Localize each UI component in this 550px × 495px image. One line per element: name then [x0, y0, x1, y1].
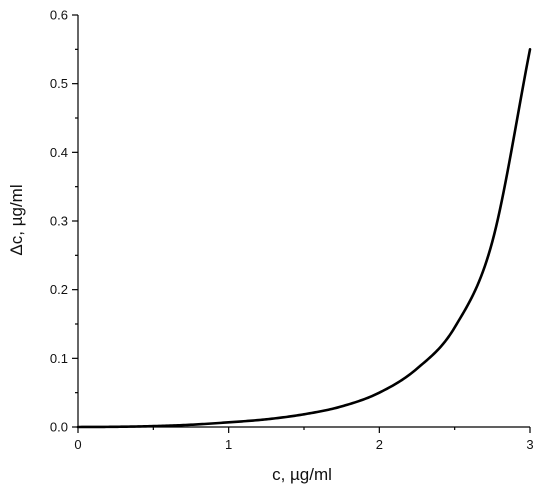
- x-axis-label: c, µg/ml: [272, 465, 332, 484]
- y-tick-label: 0.0: [50, 420, 68, 435]
- ticks: [72, 14, 531, 433]
- y-axis-label: Δc, µg/ml: [7, 184, 26, 255]
- x-tick-label: 0: [74, 437, 81, 452]
- y-tick-label: 0.5: [50, 76, 68, 91]
- tick-labels: 0 1 2 3 0.0 0.1 0.2 0.3 0.4 0.5 0.6: [50, 8, 534, 453]
- y-tick-label: 0.1: [50, 351, 68, 366]
- y-tick-label: 0.6: [50, 8, 68, 23]
- x-tick-label: 2: [376, 437, 383, 452]
- x-tick-label: 3: [526, 437, 533, 452]
- x-tick-label: 1: [225, 437, 232, 452]
- axes: [77, 15, 530, 428]
- y-tick-label: 0.4: [50, 145, 68, 160]
- series-line: [76, 48, 532, 429]
- series: [76, 48, 532, 429]
- y-tick-label: 0.2: [50, 282, 68, 297]
- y-tick-label: 0.3: [50, 214, 68, 229]
